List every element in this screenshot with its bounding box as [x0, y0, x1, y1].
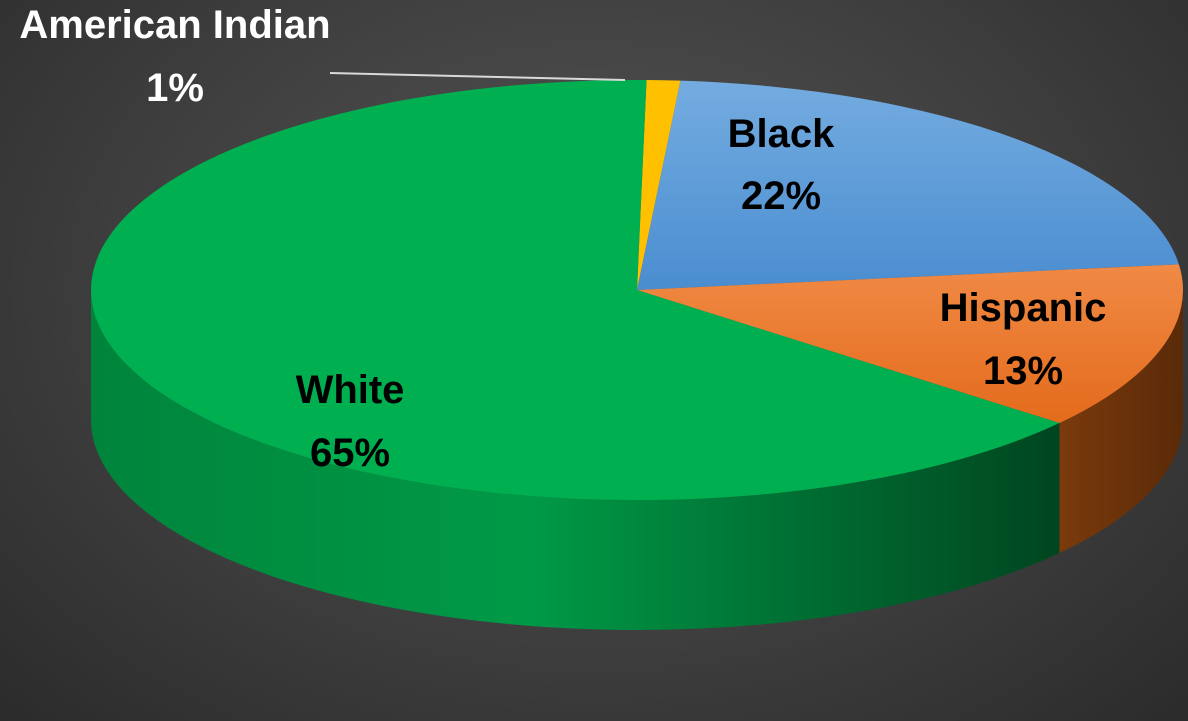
pie-sides: [91, 290, 1183, 631]
data-label-hispanic-value: 13%: [983, 349, 1063, 393]
pie-side-hispanic: [1059, 290, 1183, 554]
data-label-american-indian-name: American Indian: [19, 3, 330, 47]
data-label-white-value: 65%: [310, 431, 390, 475]
data-label-black-value: 22%: [741, 174, 821, 218]
pie-slice-black: [637, 80, 1179, 290]
pie-slice-american-indian: [637, 80, 681, 290]
data-label-hispanic-name: Hispanic: [940, 286, 1107, 330]
leader-line: [329, 72, 626, 81]
pie-top-faces: [91, 79, 1184, 501]
data-labels: American Indian 1% Black 22% Hispanic 13% Whit…: [19, 3, 1106, 475]
pie-slice-white: [91, 79, 1060, 501]
pie-slice-hispanic: [637, 264, 1184, 424]
data-label-black-name: Black: [728, 112, 835, 156]
data-label-white-name: White: [296, 368, 405, 412]
data-label-american-indian-value: 1%: [146, 66, 204, 110]
pie-side-white: [91, 290, 1060, 631]
